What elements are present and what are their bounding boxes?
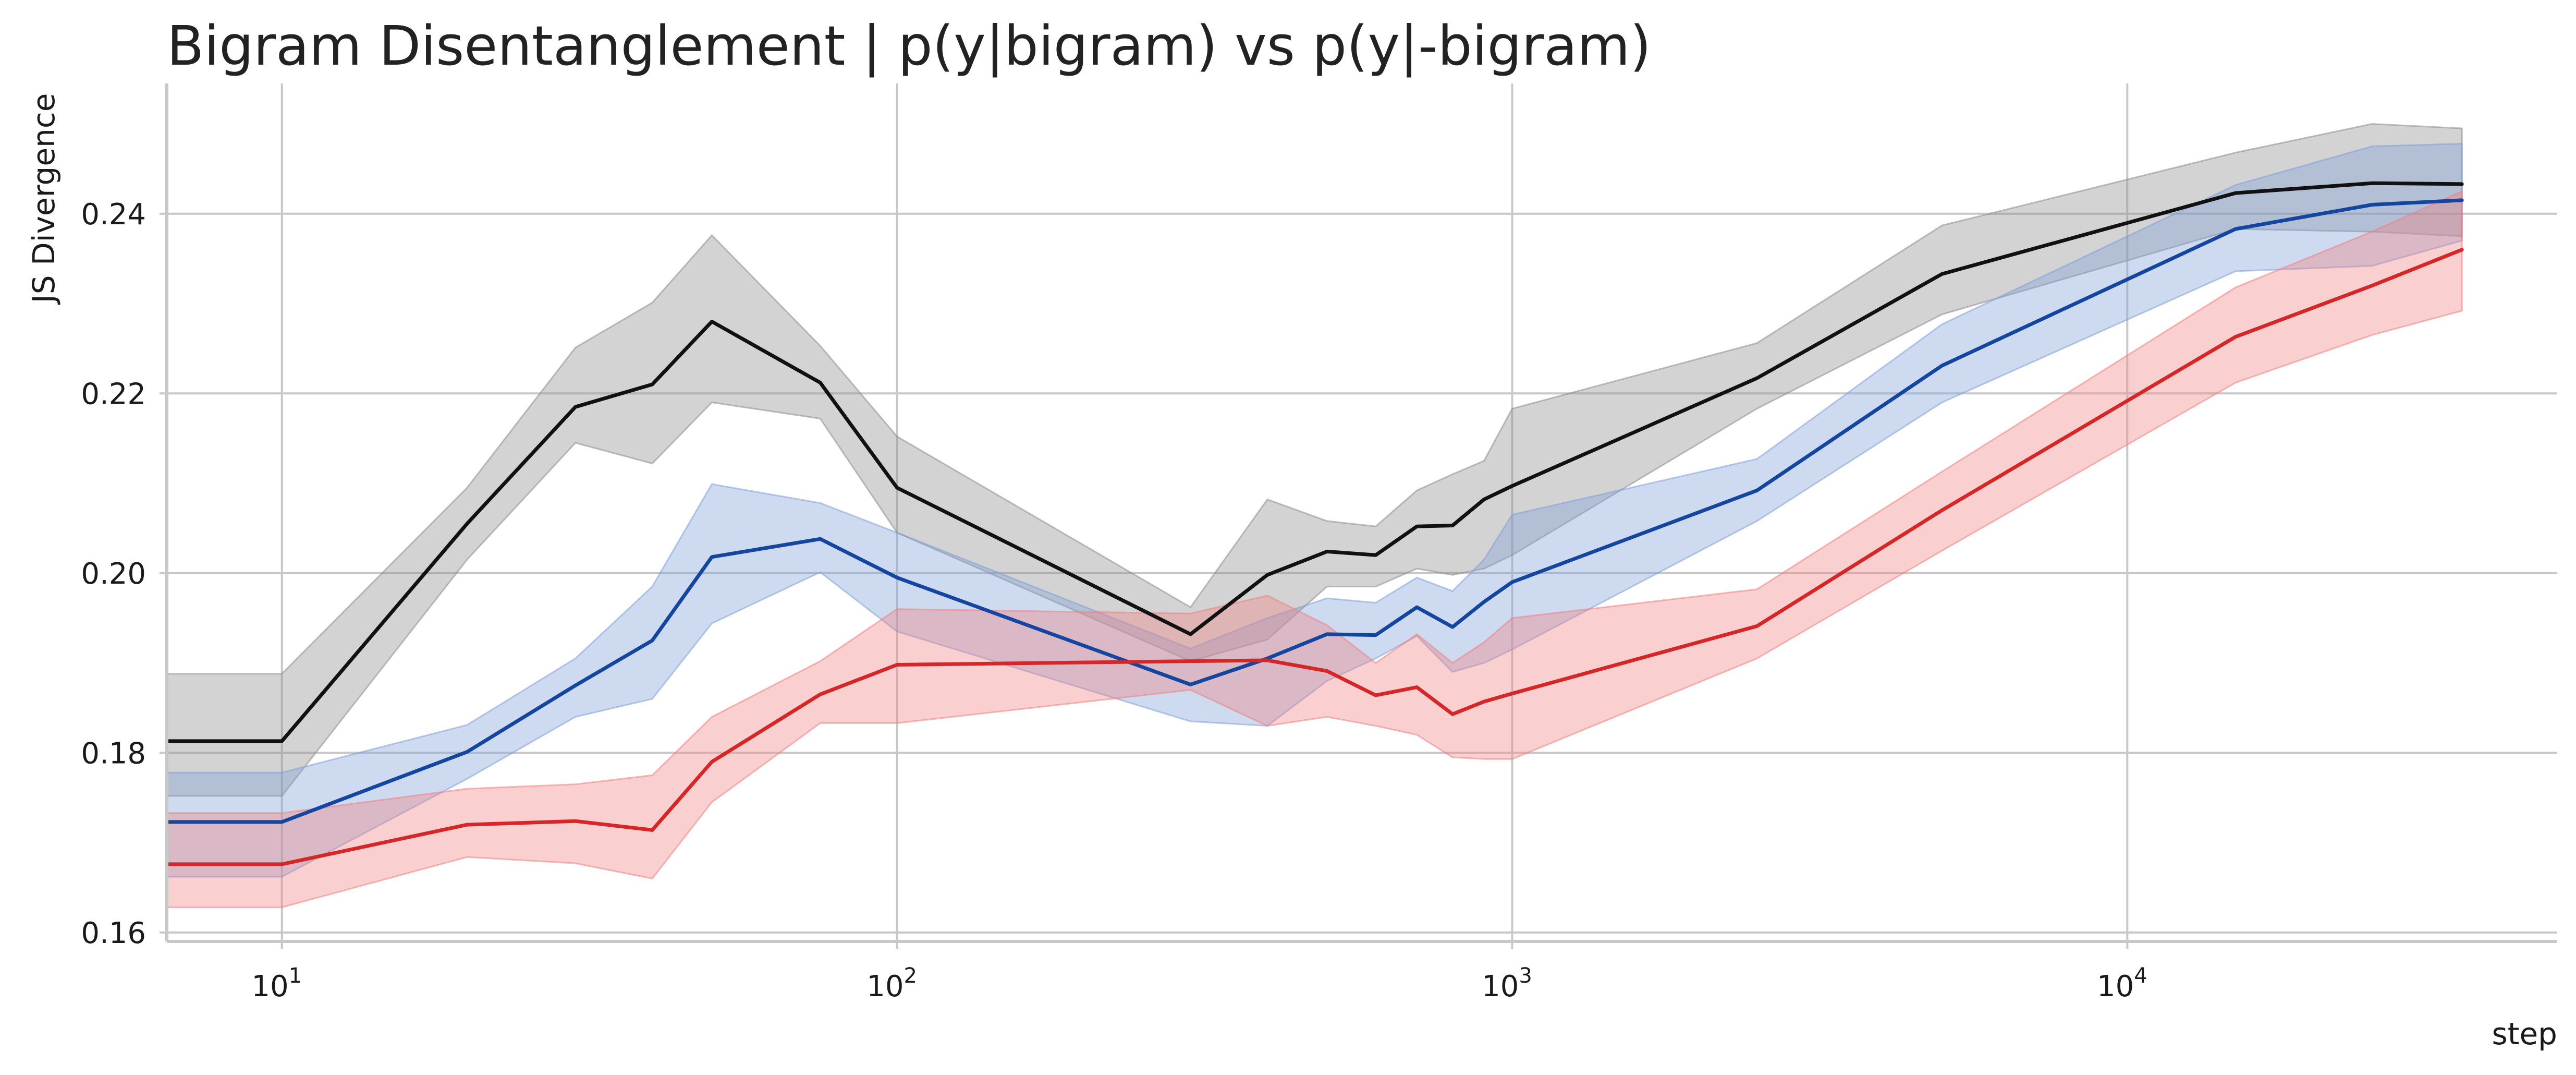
y-tick-label: 0.16	[81, 916, 146, 950]
chart-title: Bigram Disentanglement | p(y|bigram) vs …	[167, 14, 1651, 78]
y-tick-label: 0.22	[81, 377, 146, 411]
x-tick-label: 104	[2097, 964, 2147, 1004]
y-tick-label: 0.18	[81, 736, 146, 770]
confidence-bands	[167, 124, 2462, 908]
y-tick-label: 0.24	[81, 198, 146, 232]
x-tick-label: 101	[251, 964, 302, 1004]
x-tick-label: 103	[1482, 964, 1532, 1004]
x-axis-label: step	[2492, 1016, 2557, 1052]
y-tick-label: 0.20	[81, 557, 146, 591]
x-tick-label: 102	[866, 964, 917, 1004]
y-axis-label: JS Divergence	[26, 93, 62, 305]
